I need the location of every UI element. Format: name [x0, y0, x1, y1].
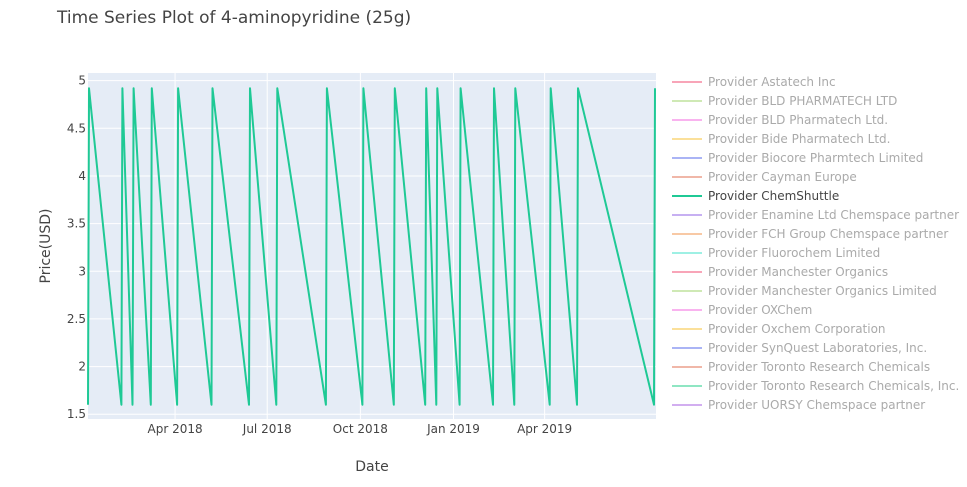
legend-swatch: [672, 232, 702, 235]
legend-swatch: [672, 289, 702, 292]
legend-label: Provider Cayman Europe: [708, 169, 857, 184]
legend-swatch: [672, 118, 702, 121]
legend-label: Provider ChemShuttle: [708, 188, 840, 203]
x-axis-title: Date: [355, 459, 388, 475]
legend-swatch: [672, 365, 702, 368]
y-tick-label: 4: [78, 169, 86, 183]
y-axis-title: Price(USD): [38, 209, 54, 284]
legend-item[interactable]: Provider Biocore Pharmtech Limited: [672, 148, 967, 167]
legend-label: Provider OXChem: [708, 302, 813, 317]
y-tick-label: 4.5: [67, 121, 86, 135]
tick-layer: 1.5 2 2.5 3 3.5 4 4.5 5 Apr 2018 Jul 2018 Oct 2018…: [67, 74, 572, 436]
legend-label: Provider Oxchem Corporation: [708, 321, 886, 336]
legend-swatch: [672, 251, 702, 254]
legend-swatch: [672, 194, 702, 197]
legend-swatch: [672, 137, 702, 140]
x-tick-label: Apr 2018: [148, 422, 203, 436]
legend-item[interactable]: Provider ChemShuttle: [672, 186, 967, 205]
legend-item[interactable]: Provider Manchester Organics Limited: [672, 281, 967, 300]
legend-label: Provider Manchester Organics Limited: [708, 283, 937, 298]
legend-swatch: [672, 327, 702, 330]
legend-item[interactable]: Provider Toronto Research Chemicals: [672, 357, 967, 376]
legend-item[interactable]: Provider Manchester Organics: [672, 262, 967, 281]
legend-item[interactable]: Provider SynQuest Laboratories, Inc.: [672, 338, 967, 357]
legend-item[interactable]: Provider Bide Pharmatech Ltd.: [672, 129, 967, 148]
legend-swatch: [672, 403, 702, 406]
legend-label: Provider Manchester Organics: [708, 264, 889, 279]
legend-swatch: [672, 308, 702, 311]
legend-swatch: [672, 156, 702, 159]
legend-item[interactable]: Provider Astatech Inc: [672, 72, 967, 91]
legend-item[interactable]: Provider BLD PHARMATECH LTD: [672, 91, 967, 110]
legend-item[interactable]: Provider Toronto Research Chemicals, Inc…: [672, 376, 967, 395]
legend-item[interactable]: Provider OXChem: [672, 300, 967, 319]
y-tick-label: 2.5: [67, 312, 86, 326]
legend-label: Provider FCH Group Chemspace partner: [708, 226, 949, 241]
legend-label: Provider UORSY Chemspace partner: [708, 397, 926, 412]
legend-item[interactable]: Provider UORSY Chemspace partner: [672, 395, 967, 414]
x-tick-label: Jul 2018: [242, 422, 292, 436]
legend-label: Provider BLD PHARMATECH LTD: [708, 93, 898, 108]
series-line-chemshuttle[interactable]: [87, 87, 656, 406]
legend-label: Provider BLD Pharmatech Ltd.: [708, 112, 889, 127]
y-tick-label: 5: [78, 74, 86, 88]
chart-title: Time Series Plot of 4-aminopyridine (25g…: [57, 8, 412, 28]
x-tick-label: Oct 2018: [333, 422, 388, 436]
legend-item[interactable]: Provider Oxchem Corporation: [672, 319, 967, 338]
legend-label: Provider SynQuest Laboratories, Inc.: [708, 340, 928, 355]
legend-swatch: [672, 175, 702, 178]
x-tick-label: Jan 2019: [426, 422, 480, 436]
legend-item[interactable]: Provider Enamine Ltd Chemspace partner: [672, 205, 967, 224]
legend-swatch: [672, 384, 702, 387]
series-layer: [87, 87, 656, 406]
legend-swatch: [672, 213, 702, 216]
legend-label: Provider Enamine Ltd Chemspace partner: [708, 207, 960, 222]
legend-swatch: [672, 270, 702, 273]
legend-label: Provider Biocore Pharmtech Limited: [708, 150, 924, 165]
legend-label: Provider Toronto Research Chemicals: [708, 359, 931, 374]
x-tick-label: Apr 2019: [517, 422, 572, 436]
legend-label: Provider Toronto Research Chemicals, Inc…: [708, 378, 960, 393]
legend-item[interactable]: Provider BLD Pharmatech Ltd.: [672, 110, 967, 129]
y-tick-label: 1.5: [67, 407, 86, 421]
legend-swatch: [672, 80, 702, 83]
legend-label: Provider Fluorochem Limited: [708, 245, 881, 260]
y-tick-label: 2: [78, 360, 86, 374]
y-tick-label: 3.5: [67, 217, 86, 231]
legend-swatch: [672, 99, 702, 102]
legend-item[interactable]: Provider Cayman Europe: [672, 167, 967, 186]
legend: Provider Astatech Inc Provider BLD PHARMA…: [672, 72, 967, 414]
legend-swatch: [672, 346, 702, 349]
legend-item[interactable]: Provider FCH Group Chemspace partner: [672, 224, 967, 243]
legend-item[interactable]: Provider Fluorochem Limited: [672, 243, 967, 262]
legend-label: Provider Bide Pharmatech Ltd.: [708, 131, 891, 146]
legend-label: Provider Astatech Inc: [708, 74, 836, 89]
y-tick-label: 3: [78, 264, 86, 278]
